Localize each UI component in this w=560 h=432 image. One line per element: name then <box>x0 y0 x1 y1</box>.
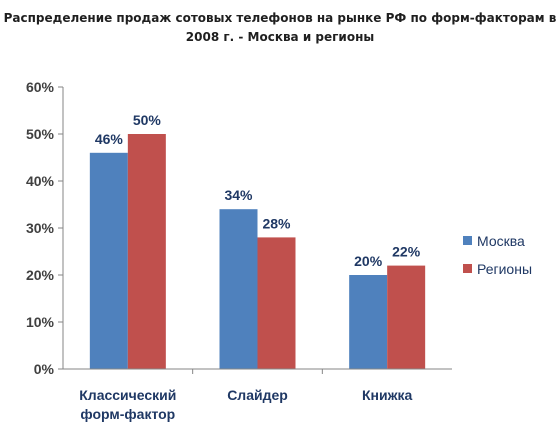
bar <box>89 152 128 369</box>
bar <box>387 265 426 369</box>
bar <box>349 275 388 369</box>
bar <box>257 237 296 369</box>
legend-label: Регионы <box>477 261 532 277</box>
legend: Москва Регионы <box>463 233 532 277</box>
y-tick-label: 60% <box>26 79 55 95</box>
data-label: 22% <box>392 244 421 260</box>
legend-label: Москва <box>477 233 525 249</box>
y-tick-label: 30% <box>26 220 55 236</box>
y-tick-label: 0% <box>34 361 55 377</box>
y-axis: 0% 10% 20% 30% 40% 50% 60% <box>26 79 64 377</box>
x-tick-label: Книжка <box>362 387 413 403</box>
bar <box>127 134 166 369</box>
legend-swatch <box>463 264 472 273</box>
legend-swatch <box>463 236 472 245</box>
data-label: 20% <box>354 253 383 269</box>
chart-title-line: Распределение продаж сотовых телефонов н… <box>4 11 557 25</box>
bars: 46% 50% 34% 28% 20% 22% <box>89 112 426 369</box>
y-tick-label: 50% <box>26 126 55 142</box>
data-label: 50% <box>133 112 162 128</box>
bar <box>219 209 258 369</box>
data-label: 28% <box>262 215 291 231</box>
y-tick-label: 20% <box>26 267 55 283</box>
x-tick-label: Слайдер <box>227 387 288 403</box>
y-tick-label: 10% <box>26 314 55 330</box>
x-tick-label: форм-фактор <box>80 406 175 422</box>
x-tick-label: Классический <box>79 387 176 403</box>
y-tick-label: 40% <box>26 173 55 189</box>
x-axis: Классический форм-фактор Слайдер Книжка <box>63 368 452 422</box>
chart-title: Распределение продаж сотовых телефонов н… <box>4 11 557 44</box>
data-label: 46% <box>95 131 124 147</box>
data-label: 34% <box>224 187 253 203</box>
chart-title-line: 2008 г. - Москва и регионы <box>186 30 374 44</box>
